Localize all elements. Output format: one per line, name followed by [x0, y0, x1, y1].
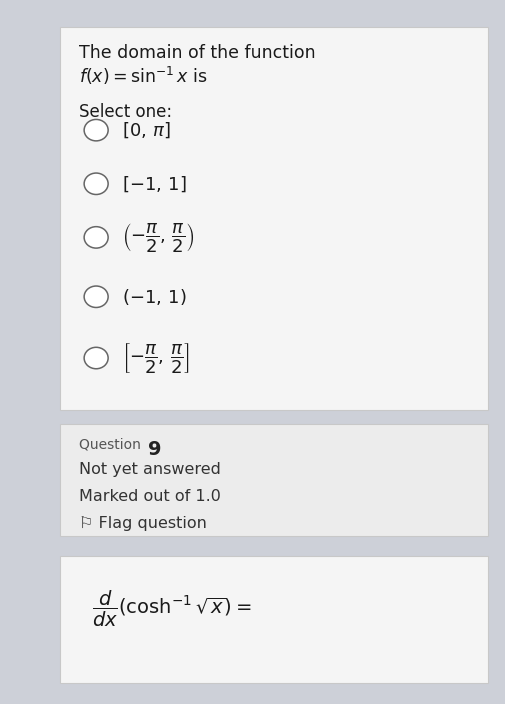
- Text: $(-1,\, 1)$: $(-1,\, 1)$: [122, 287, 186, 307]
- Text: $[0,\, \pi]$: $[0,\, \pi]$: [122, 120, 171, 140]
- Circle shape: [84, 120, 108, 141]
- FancyBboxPatch shape: [60, 424, 487, 536]
- Text: The domain of the function: The domain of the function: [79, 44, 315, 62]
- Text: ⚐ Flag question: ⚐ Flag question: [79, 516, 207, 532]
- Text: 9: 9: [147, 439, 161, 458]
- Text: Select one:: Select one:: [79, 103, 172, 121]
- Circle shape: [84, 347, 108, 369]
- FancyBboxPatch shape: [60, 27, 487, 410]
- Text: $\dfrac{d}{dx}\left(\cosh^{-1} \sqrt{x}\right) =$: $\dfrac{d}{dx}\left(\cosh^{-1} \sqrt{x}\…: [92, 589, 251, 629]
- Text: $f(x) = \sin^{-1} x$ is: $f(x) = \sin^{-1} x$ is: [79, 65, 207, 87]
- Circle shape: [84, 173, 108, 194]
- Text: $[-1,\, 1]$: $[-1,\, 1]$: [122, 174, 186, 194]
- Circle shape: [84, 227, 108, 248]
- FancyBboxPatch shape: [60, 556, 487, 683]
- Text: Not yet answered: Not yet answered: [79, 462, 221, 477]
- Text: Question: Question: [79, 437, 145, 451]
- Text: $\left(-\dfrac{\pi}{2},\, \dfrac{\pi}{2}\right)$: $\left(-\dfrac{\pi}{2},\, \dfrac{\pi}{2}…: [122, 221, 194, 254]
- Text: $\left[-\dfrac{\pi}{2},\, \dfrac{\pi}{2}\right]$: $\left[-\dfrac{\pi}{2},\, \dfrac{\pi}{2}…: [122, 341, 189, 375]
- Text: Marked out of 1.0: Marked out of 1.0: [79, 489, 221, 504]
- Circle shape: [84, 286, 108, 308]
